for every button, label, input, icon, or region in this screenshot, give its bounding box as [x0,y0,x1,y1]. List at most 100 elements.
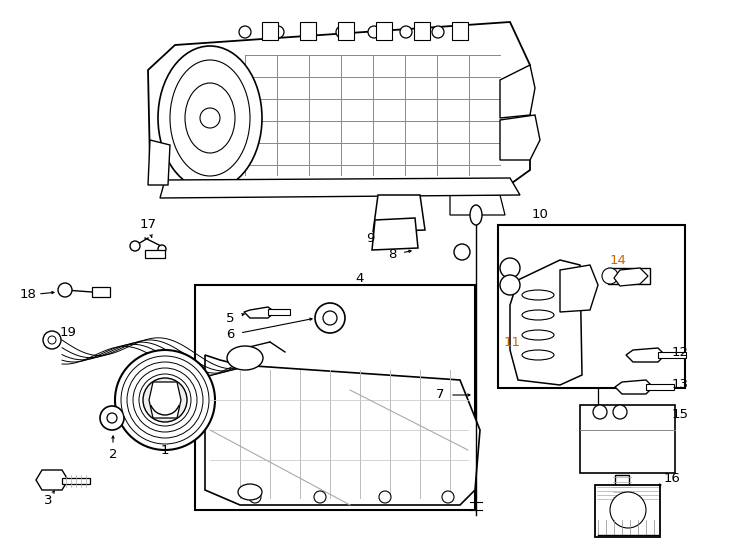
Circle shape [107,413,117,423]
Circle shape [442,491,454,503]
Text: 17: 17 [139,219,156,232]
Circle shape [121,356,209,444]
Circle shape [58,283,72,297]
Circle shape [454,244,470,260]
Circle shape [130,241,140,251]
Circle shape [200,108,220,128]
Circle shape [613,405,627,419]
Polygon shape [614,268,648,286]
Circle shape [500,258,520,278]
Ellipse shape [170,60,250,176]
Circle shape [143,378,187,422]
Bar [414,22,430,40]
Circle shape [158,245,166,253]
Circle shape [323,311,337,325]
Circle shape [314,491,326,503]
Polygon shape [244,307,275,318]
Ellipse shape [522,330,554,340]
Text: 1: 1 [161,443,170,456]
Polygon shape [626,348,665,362]
Bar [452,22,468,40]
Text: 7: 7 [436,388,444,402]
Circle shape [315,303,345,333]
Text: 4: 4 [356,272,364,285]
Bar [262,22,278,40]
Circle shape [100,406,124,430]
Ellipse shape [470,205,482,225]
Polygon shape [36,470,68,490]
Polygon shape [205,355,480,505]
Text: 14: 14 [609,253,626,267]
Bar [92,287,110,297]
Circle shape [336,26,348,38]
Circle shape [500,275,520,295]
Text: 3: 3 [44,494,52,507]
Text: 18: 18 [20,288,37,301]
Circle shape [151,386,179,414]
Circle shape [272,26,284,38]
Circle shape [593,405,607,419]
Bar [300,22,316,40]
Text: 19: 19 [59,326,76,339]
Circle shape [432,26,444,38]
Polygon shape [160,178,520,198]
Polygon shape [372,218,418,250]
Text: 6: 6 [226,328,234,341]
Bar [595,485,660,537]
Ellipse shape [158,46,262,190]
Ellipse shape [238,484,262,500]
Ellipse shape [522,290,554,300]
Text: 13: 13 [672,379,688,392]
Bar [268,309,290,315]
Circle shape [115,350,215,450]
Text: 12: 12 [672,346,688,359]
Text: 8: 8 [388,248,396,261]
Text: 2: 2 [109,449,117,462]
Ellipse shape [522,310,554,320]
Bar [195,285,475,510]
Bar [62,478,90,484]
Circle shape [602,268,618,284]
Polygon shape [615,380,653,394]
Circle shape [379,491,391,503]
Polygon shape [373,195,425,232]
Ellipse shape [522,350,554,360]
Text: 11: 11 [504,335,520,348]
Circle shape [249,491,261,503]
Text: 9: 9 [366,232,374,245]
Bar [376,22,392,40]
Circle shape [127,362,203,438]
Bar [145,250,165,258]
Circle shape [304,26,316,38]
Circle shape [400,26,412,38]
Text: 10: 10 [531,208,548,221]
Circle shape [368,26,380,38]
Circle shape [145,380,185,420]
Circle shape [133,368,197,432]
Circle shape [239,26,251,38]
Circle shape [43,331,61,349]
Polygon shape [500,65,535,118]
Polygon shape [149,382,181,418]
Bar [580,405,675,473]
Bar [646,384,674,390]
Bar [338,22,354,40]
Bar [608,268,650,284]
Polygon shape [148,140,170,185]
Circle shape [139,374,191,426]
Polygon shape [560,265,598,312]
Circle shape [48,336,56,344]
Text: 5: 5 [226,312,234,325]
Bar [658,352,686,358]
Circle shape [610,492,646,528]
Polygon shape [450,195,505,215]
Text: 15: 15 [672,408,688,422]
Polygon shape [148,22,530,190]
Bar [498,225,685,388]
Bar [615,475,629,513]
Polygon shape [500,115,540,160]
Polygon shape [510,260,582,385]
Ellipse shape [227,346,263,370]
Text: 16: 16 [664,471,680,484]
Ellipse shape [185,83,235,153]
